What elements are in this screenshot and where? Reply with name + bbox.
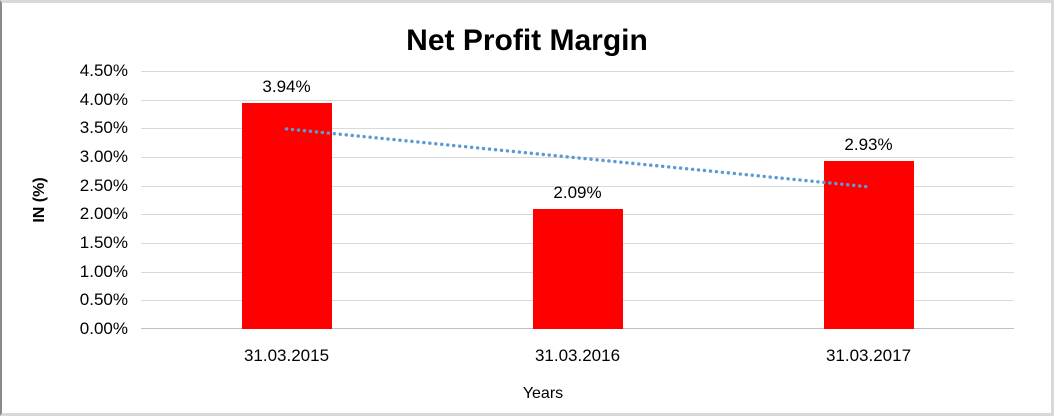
y-tick-label: 2.00% [79, 204, 128, 224]
x-tick-label: 31.03.2016 [534, 346, 621, 365]
y-tick-label: 0.00% [79, 319, 128, 338]
y-tick-label: 3.00% [79, 147, 128, 166]
gridline [141, 128, 1014, 130]
bar-value-label: 3.94% [262, 77, 311, 97]
gridline [141, 71, 1014, 72]
gridline [141, 185, 1014, 187]
trendline [284, 127, 871, 189]
gridline [141, 99, 1014, 101]
x-axis-title: Years [522, 385, 564, 402]
y-tick-label: 4.50% [79, 61, 128, 80]
y-tick-label: 4.00% [79, 89, 128, 109]
bar-value-label: 2.93% [844, 135, 893, 154]
bar-31.03.2016 [532, 209, 623, 329]
bar-31.03.2015 [241, 103, 332, 329]
y-tick-label: 0.50% [79, 290, 128, 310]
bar-value-label: 2.09% [553, 183, 602, 203]
y-axis-title: IN (%) [31, 177, 48, 223]
y-tick-label: 1.00% [79, 261, 128, 281]
chart-title: Net Profit Margin [406, 24, 648, 57]
y-tick-label: 3.50% [79, 118, 128, 138]
x-tick-label: 31.03.2015 [243, 346, 330, 365]
bar-31.03.2017 [823, 161, 914, 329]
y-tick-label: 2.50% [79, 175, 128, 195]
x-tick-label: 31.03.2017 [825, 346, 912, 365]
trendline-layer [284, 127, 871, 189]
y-tick-label: 1.50% [79, 233, 128, 252]
plot-area: 3.94% 2.09% 2.93% [141, 71, 1014, 329]
